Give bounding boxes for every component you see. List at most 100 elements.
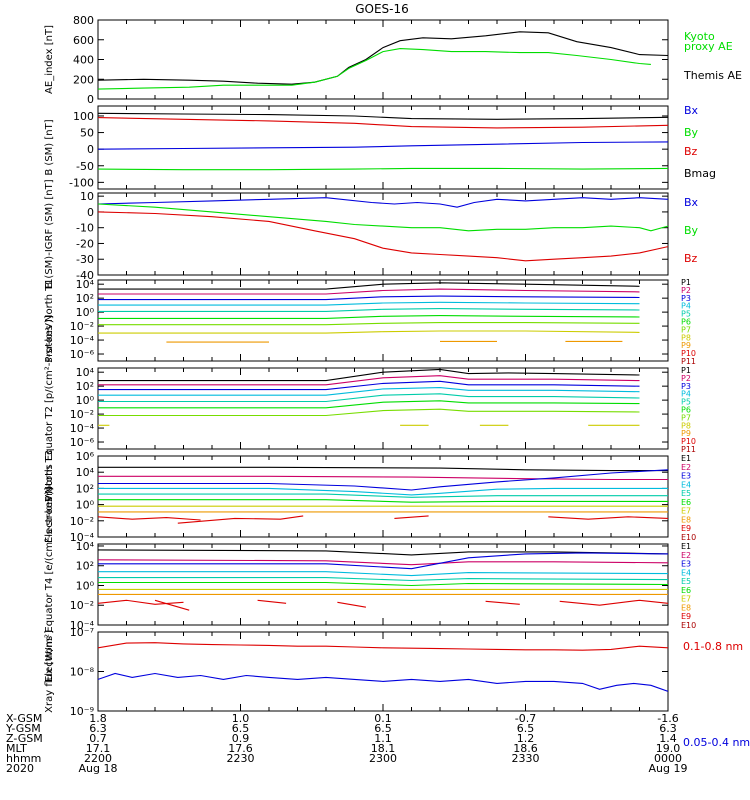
y-tick-label: -30 — [76, 253, 94, 266]
y-axis-label: Electrons Equator T4 [e/(cm²-s-sr-keV)] — [44, 487, 55, 682]
series-by — [98, 167, 668, 171]
y-tick-label: 10⁻⁴ — [70, 422, 95, 435]
legend-p7: P7 — [681, 413, 691, 422]
series-p3 — [98, 380, 640, 391]
ephemeris-footer: X-GSMY-GSMZ-GSMMLThhmm20201.86.30.717.12… — [5, 712, 687, 775]
footer-value: 2230 — [227, 752, 255, 765]
footer-value: 18.6 — [513, 742, 538, 755]
y-tick-label: -10 — [76, 222, 94, 235]
legend-p7: P7 — [681, 325, 691, 334]
series-p7 — [98, 322, 640, 326]
legend-e9: E9 — [681, 524, 691, 533]
legend-e4: E4 — [681, 568, 691, 577]
footer-value: 6.5 — [232, 722, 250, 735]
legend-e7: E7 — [681, 507, 691, 516]
y-tick-label: 0 — [87, 93, 94, 106]
legend-bx: Bx — [684, 196, 699, 209]
footer-value: 19.0 — [656, 742, 681, 755]
legend-proxy-ae: proxy AE — [684, 40, 733, 53]
y-axis-label: Xray flux [W/m²] — [44, 630, 55, 713]
series-e9 — [548, 516, 668, 520]
y-tick-label: -50 — [76, 160, 94, 173]
legend-e2: E2 — [681, 463, 691, 472]
y-tick-label: 0 — [87, 143, 94, 156]
legend-p2: P2 — [681, 374, 691, 383]
footer-row-label: Z-GSM — [6, 732, 43, 745]
y-tick-label: 800 — [73, 14, 94, 27]
footer-value: -0.7 — [515, 712, 536, 725]
panel-frame — [97, 192, 669, 276]
y-tick-label: 10⁻⁷ — [70, 626, 94, 639]
footer-value: 1.0 — [232, 712, 250, 725]
y-axis-label: AE_index [nT] — [44, 25, 55, 94]
legend-p10: P10 — [681, 437, 696, 446]
panel-eequator: 10⁴ 10² 10⁰ 10⁻² 10⁻⁴ Electrons Equator T4 [e… — [44, 487, 696, 682]
legend-p1: P1 — [681, 278, 691, 287]
series-0-05-0-4-nm — [98, 672, 668, 692]
footer-value: -1.6 — [657, 712, 678, 725]
series-e2 — [98, 475, 668, 481]
legend-p8: P8 — [681, 421, 691, 430]
legend-p10: P10 — [681, 349, 696, 358]
legend-p9: P9 — [681, 429, 691, 438]
y-tick-label: 10⁻⁸ — [70, 666, 95, 679]
series-kyoto-proxy-ae — [98, 48, 651, 90]
series-e5 — [98, 577, 668, 582]
legend-kyoto: Kyoto — [684, 30, 715, 43]
series-p4 — [98, 301, 640, 306]
legend-e6: E6 — [681, 586, 691, 595]
series-p5 — [98, 393, 640, 403]
y-tick-label: 600 — [73, 34, 94, 47]
footer-value: 6.3 — [659, 722, 677, 735]
series-p4 — [98, 387, 640, 396]
series-e9 — [257, 599, 287, 604]
legend-p4: P4 — [681, 390, 691, 399]
y-tick-label: 10 — [80, 190, 94, 203]
legend-e9: E9 — [681, 612, 691, 621]
y-axis-label: Protons Equator T2 [p/(cm²-s-sr-keV)] — [44, 315, 55, 502]
series-bx — [98, 197, 668, 208]
footer-value: 0.9 — [232, 732, 250, 745]
series-p2 — [98, 288, 640, 295]
y-axis-label: Protons North T1 — [44, 278, 55, 362]
legend-p11: P11 — [681, 357, 696, 366]
y-tick-label: 10⁻² — [70, 515, 94, 528]
legend-bx: Bx — [684, 104, 699, 117]
footer-value: 18.1 — [371, 742, 396, 755]
footer-value: Aug 18 — [79, 762, 118, 775]
y-tick-label: 10² — [76, 380, 94, 393]
legend-p2: P2 — [681, 286, 691, 295]
series-bx — [98, 141, 668, 150]
footer-value: 6.5 — [517, 722, 535, 735]
series-e1 — [98, 549, 668, 556]
series-bz — [98, 211, 668, 262]
y-tick-label: 10⁻⁶ — [70, 348, 95, 361]
legend-e2: E2 — [681, 551, 691, 560]
legend-e10: E10 — [681, 621, 696, 630]
y-tick-label: 10² — [76, 292, 94, 305]
series-e5 — [98, 493, 668, 498]
footer-value: 1.8 — [89, 712, 107, 725]
footer-value: 2330 — [512, 752, 540, 765]
legend-p5: P5 — [681, 310, 691, 319]
legend-p6: P6 — [681, 318, 691, 327]
panel-xray: 10⁻⁷ 10⁻⁸ 10⁻⁹ Xray flux [W/m²] 0.1-0.8 nm 0.… — [44, 626, 750, 749]
series-e4 — [98, 487, 668, 496]
series-e3 — [98, 552, 668, 570]
footer-row-label: hhmm — [6, 752, 41, 765]
y-tick-label: 10⁻² — [70, 599, 94, 612]
legend-p3: P3 — [681, 294, 691, 303]
legend-e5: E5 — [681, 489, 691, 498]
legend-p11: P11 — [681, 445, 696, 454]
series-e9 — [337, 601, 366, 608]
footer-value: 0.1 — [374, 712, 392, 725]
legend-e1: E1 — [681, 542, 691, 551]
series-p6 — [98, 315, 640, 319]
series-e9 — [177, 515, 304, 524]
y-tick-label: 400 — [73, 54, 94, 67]
series-e1 — [98, 466, 668, 472]
